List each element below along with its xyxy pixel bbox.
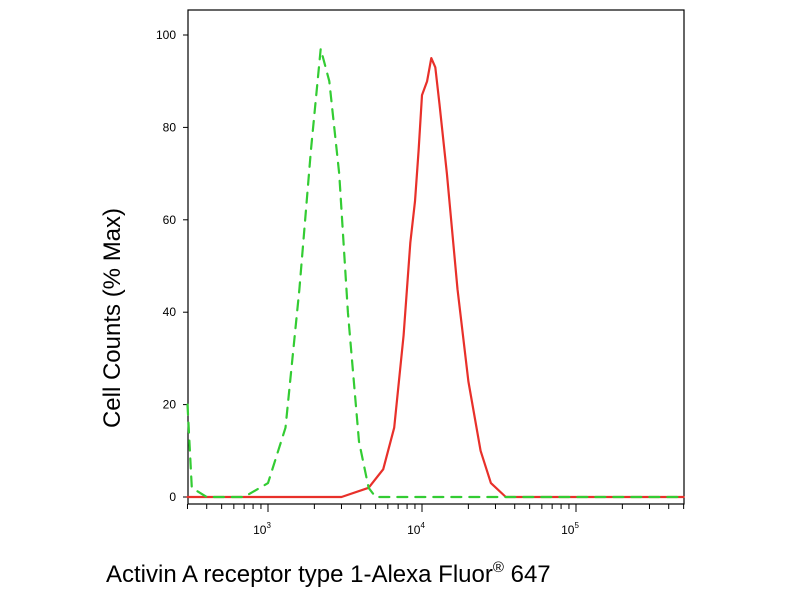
plot-area [187,9,685,505]
x-axis-title: Activin A receptor type 1-Alexa Fluor® 6… [106,559,551,588]
series-layer [186,47,685,499]
registered-mark: ® [493,559,504,576]
y-tick-label: 40 [163,305,177,319]
y-axis: 0 20 40 60 80 100 [156,28,188,504]
y-tick-label: 0 [169,490,176,504]
y-axis-title: Cell Counts (% Max) [99,208,126,428]
x-axis-title-suffix: 647 [504,561,551,588]
x-axis-title-main: Activin A receptor type 1-Alexa Fluor [106,561,493,588]
x-tick-label: 104 [407,521,425,537]
x-tick-label: 103 [253,521,271,537]
y-tick-label: 100 [156,28,176,42]
y-tick-label: 20 [163,398,177,412]
y-tick-label: 60 [163,213,177,227]
histogram-series-solid [186,57,685,499]
y-tick-label: 80 [163,120,177,134]
x-tick-label: 105 [561,521,579,537]
x-axis: 103 104 105 [186,504,685,537]
